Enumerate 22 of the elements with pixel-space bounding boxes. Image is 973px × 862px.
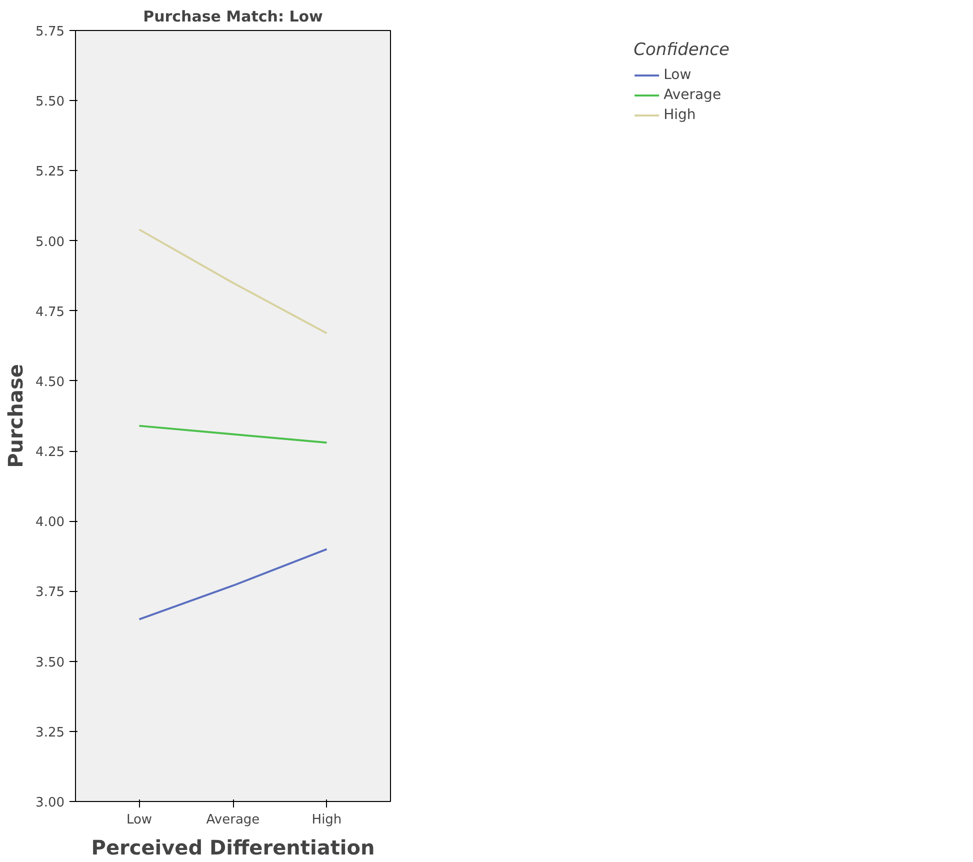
y-tick-label: 3.25: [36, 725, 65, 740]
x-tick-label: Average: [206, 812, 260, 828]
y-tick-label: 5.00: [36, 234, 65, 250]
y-tick-label: 3.00: [36, 796, 65, 810]
legend-label: Average: [664, 87, 722, 103]
y-tick-label: 4.50: [36, 374, 65, 390]
y-tick-label: 4.75: [36, 304, 65, 320]
legend-label: Low: [664, 67, 692, 83]
y-tick-label: 3.50: [36, 655, 65, 670]
y-tick-label: 5.25: [36, 164, 65, 180]
x-tick-label: Low: [126, 812, 152, 828]
y-axis-title: Purchase: [4, 364, 28, 468]
x-axis-title: Perceived Differentiation: [91, 836, 375, 860]
legend-title: Confidence: [634, 40, 730, 60]
chart-title: Purchase Match: Low: [143, 8, 324, 26]
y-tick-label: 4.25: [36, 445, 65, 460]
x-tick-label: High: [312, 812, 342, 828]
legend-label: High: [664, 107, 696, 123]
y-tick-label: 4.00: [36, 515, 65, 530]
y-tick-label: 3.75: [36, 585, 65, 600]
y-tick-label: 5.75: [36, 24, 65, 40]
y-tick-label: 5.50: [36, 94, 65, 110]
